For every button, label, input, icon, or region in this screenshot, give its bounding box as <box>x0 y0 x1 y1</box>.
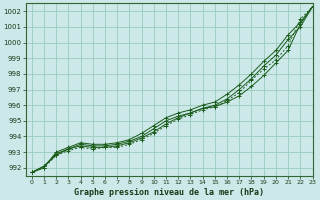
X-axis label: Graphe pression niveau de la mer (hPa): Graphe pression niveau de la mer (hPa) <box>74 188 264 197</box>
